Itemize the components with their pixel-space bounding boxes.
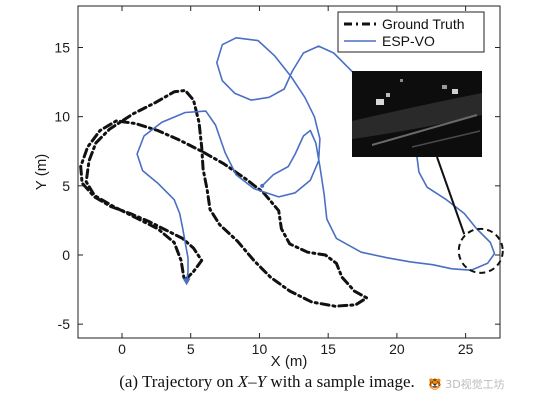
- start-marker: [182, 278, 191, 286]
- series-ground-truth: [79, 88, 369, 308]
- inset-light-4: [452, 89, 458, 94]
- caption-prefix: (a) Trajectory on: [119, 372, 238, 391]
- y-tick-label: 10: [54, 109, 70, 125]
- x-tick-label: 20: [389, 341, 405, 357]
- y-tick-label: 5: [62, 178, 70, 194]
- plot-area: [77, 5, 501, 339]
- legend-box: [337, 11, 485, 53]
- y-axis-label: Y (m): [33, 154, 50, 190]
- x-tick-label: 15: [320, 341, 336, 357]
- x-tick-label: 10: [252, 341, 268, 357]
- figure-caption: (a) Trajectory on X–Y with a sample imag…: [0, 372, 534, 392]
- y-tick-label: 0: [62, 247, 70, 263]
- x-axis-label: X (m): [271, 353, 308, 370]
- inset-lane-mark: [371, 114, 478, 146]
- highlight-circle: [457, 227, 504, 274]
- inset-light-3: [442, 85, 447, 89]
- x-tick-label: 25: [458, 341, 474, 357]
- inset-connector: [436, 156, 466, 235]
- legend-label-esp-vo: ESP-VO: [382, 33, 435, 49]
- series-esp-vo: [136, 37, 496, 284]
- inset-light-5: [400, 79, 403, 82]
- caption-math: X–Y: [237, 372, 267, 391]
- inset-light-1: [376, 99, 384, 105]
- inset-light-2: [386, 93, 390, 97]
- x-tick-label: 5: [187, 341, 195, 357]
- x-tick-label: 0: [118, 341, 126, 357]
- y-tick-label: 15: [54, 40, 70, 56]
- legend-label-ground-truth: Ground Truth: [382, 16, 465, 32]
- y-tick-label: -5: [58, 316, 71, 332]
- watermark: 🐯 3D视觉工坊: [428, 378, 505, 391]
- inset-road: [352, 93, 482, 139]
- caption-suffix: with a sample image.: [266, 372, 415, 391]
- sample-image-inset: [352, 71, 504, 274]
- plot-frame: [77, 5, 501, 339]
- end-marker: [260, 183, 265, 188]
- axes: 0 5 10 15 20 25 -5 0 5 10 15 X (m) Y (m): [33, 6, 500, 370]
- series-layer: [79, 37, 496, 308]
- inset-lane-mark-2: [411, 130, 481, 148]
